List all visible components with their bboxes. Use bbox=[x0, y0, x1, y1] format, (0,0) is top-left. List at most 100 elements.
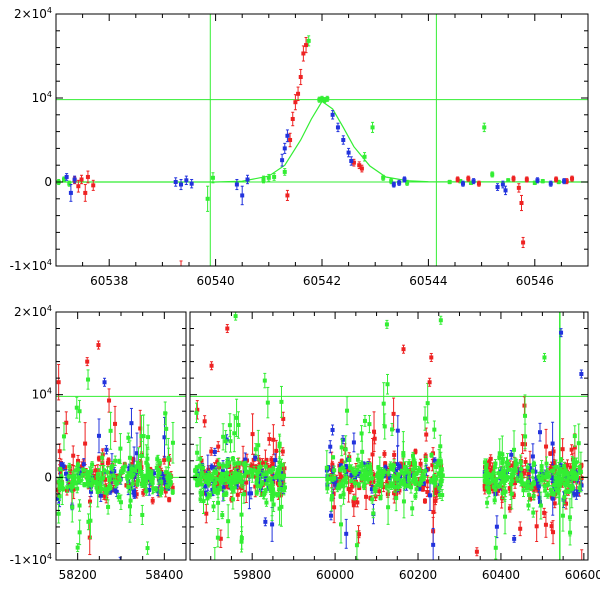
bottom-data-point-green bbox=[230, 456, 235, 461]
top-data-point-red bbox=[304, 43, 309, 48]
bottom-data-point-green bbox=[273, 475, 278, 480]
bottom-data-point-blue bbox=[421, 481, 426, 486]
top-data-point-red bbox=[357, 163, 362, 168]
bottom-data-point-red bbox=[215, 460, 220, 465]
top-data-point-green bbox=[447, 180, 452, 184]
bottom-data-point-green bbox=[125, 474, 130, 479]
bottom-data-point-blue bbox=[209, 464, 214, 469]
bottom-data-point-green bbox=[159, 487, 164, 492]
bottom-data-point-green bbox=[70, 478, 75, 483]
bottom-data-point-red bbox=[251, 457, 256, 462]
bottom-data-point-green bbox=[85, 482, 90, 487]
bottom-data-point-green bbox=[66, 474, 71, 479]
bottom-data-point-blue bbox=[118, 566, 122, 570]
top-data-point-green bbox=[272, 174, 277, 179]
bottom-data-point-green bbox=[267, 477, 272, 482]
bottom-data-point-green bbox=[201, 499, 206, 504]
bottom-data-point-green bbox=[274, 472, 279, 477]
bottom-data-point-green bbox=[354, 543, 359, 548]
bottom-data-point-blue bbox=[393, 468, 398, 473]
bottom-data-point-green bbox=[232, 480, 237, 485]
bottom-notable-data-point-green bbox=[75, 545, 80, 550]
bottom-data-point-red bbox=[265, 464, 270, 469]
bottom-data-point-red bbox=[525, 468, 530, 473]
bottom-data-point-red bbox=[216, 444, 221, 449]
bottom-data-point-green bbox=[196, 481, 201, 486]
bottom-data-point-red bbox=[536, 488, 541, 493]
bottom-data-point-green bbox=[86, 519, 91, 524]
bottom-data-point-blue bbox=[369, 487, 374, 492]
bottom-data-point-red bbox=[422, 499, 427, 504]
top-data-point-red bbox=[91, 183, 96, 188]
bottom-data-point-green bbox=[58, 467, 63, 472]
top-data-point-blue bbox=[562, 179, 567, 184]
bottom-data-point-green bbox=[211, 483, 216, 488]
bottom-data-point-red bbox=[433, 498, 438, 503]
bottom-data-point-green bbox=[230, 475, 235, 480]
bottom-data-point-red bbox=[96, 486, 101, 491]
bottom-data-point-green bbox=[140, 479, 145, 484]
bottom-data-point-green bbox=[145, 546, 150, 551]
bottom-data-point-red bbox=[548, 451, 553, 456]
bottom-data-point-red bbox=[150, 498, 155, 503]
bottom-data-point-blue bbox=[163, 481, 168, 486]
bottom-data-point-blue bbox=[247, 491, 252, 496]
bottom-data-point-green bbox=[102, 487, 107, 492]
bottom-data-point-red bbox=[246, 473, 251, 478]
bottom-data-point-green bbox=[255, 469, 260, 474]
bottom-data-point-green bbox=[85, 475, 90, 480]
top-data-point-red bbox=[293, 100, 298, 105]
bottom-data-point-blue bbox=[260, 470, 265, 475]
bottom-data-point-red bbox=[551, 530, 556, 535]
bottom-data-point-blue bbox=[134, 451, 139, 456]
bottom-data-point-green bbox=[168, 480, 173, 485]
bottom-data-point-green bbox=[372, 486, 377, 491]
bottom-data-point-blue bbox=[344, 471, 349, 476]
bottom-data-point-red bbox=[542, 510, 547, 515]
bottom-data-point-green bbox=[223, 477, 228, 482]
bottom-data-point-red bbox=[68, 468, 73, 473]
bottom-data-point-green bbox=[226, 519, 231, 524]
bottom-data-point-red bbox=[76, 458, 81, 463]
bottom-data-point-green bbox=[156, 473, 161, 478]
top-plot-area bbox=[56, 14, 588, 266]
bottom-data-point-green bbox=[258, 484, 263, 489]
bottom-data-point-green bbox=[198, 497, 203, 502]
bottom-data-point-green bbox=[277, 487, 282, 492]
top-data-point-green bbox=[320, 96, 324, 101]
bottom-data-point-red bbox=[569, 447, 574, 452]
bottom-data-point-green bbox=[232, 431, 237, 436]
bottom-data-point-red bbox=[60, 466, 65, 471]
bottom-data-point-red bbox=[487, 460, 492, 465]
bottom-data-point-red bbox=[215, 482, 220, 487]
bottom-data-point-green bbox=[207, 476, 212, 481]
top-data-point-red bbox=[570, 176, 575, 181]
bottom-data-point-red bbox=[382, 451, 387, 456]
bottom-data-point-green bbox=[69, 484, 74, 489]
bottom-data-point-green bbox=[423, 457, 428, 462]
bottom-data-point-blue bbox=[108, 489, 113, 494]
bottom-data-point-green bbox=[384, 484, 389, 489]
bottom-data-point-red bbox=[553, 467, 558, 472]
top-data-point-blue bbox=[503, 188, 508, 193]
bottom-data-point-green bbox=[269, 481, 274, 486]
bottom-data-point-green bbox=[59, 474, 64, 479]
bottom-data-point-green bbox=[208, 492, 213, 497]
top-axis-frame bbox=[55, 13, 589, 267]
bottom-data-point-green bbox=[231, 488, 236, 493]
top-data-point-green bbox=[389, 179, 394, 184]
bottom-data-point-red bbox=[106, 458, 111, 463]
bottom-data-point-green bbox=[74, 405, 79, 410]
bottom-data-point-green bbox=[104, 490, 109, 495]
bottom-data-point-red bbox=[264, 458, 269, 463]
bottom-data-point-green bbox=[254, 490, 259, 495]
bottom-data-point-blue bbox=[361, 462, 366, 467]
bottom-data-point-green bbox=[94, 485, 99, 490]
bottom-data-point-blue bbox=[355, 472, 360, 477]
bottom-x-tick-label: 58400 bbox=[145, 568, 183, 582]
bottom-data-point-red bbox=[517, 470, 522, 475]
bottom-data-point-green bbox=[390, 427, 395, 432]
bottom-data-point-red bbox=[96, 456, 101, 461]
bottom-data-point-red bbox=[425, 490, 430, 495]
bottom-data-point-blue bbox=[397, 464, 402, 469]
